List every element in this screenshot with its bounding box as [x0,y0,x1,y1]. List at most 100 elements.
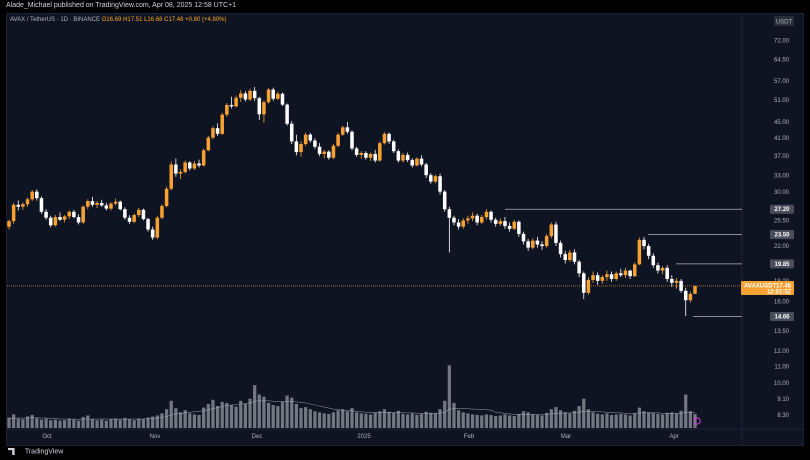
candle-body [95,202,99,205]
candle-body [387,133,391,142]
symbol-label: AVAX / TetherUS · 1D · BINANCE [10,17,101,23]
candle-body [30,191,34,200]
volume-bar [248,398,252,428]
price-tag-countdown: 12:01:52 [767,289,792,295]
volume-bar [424,411,428,428]
event-marker-icon [693,417,701,425]
volume-bar [243,403,248,428]
candle-body [679,280,683,291]
candle-body [21,204,25,207]
volume-bar [517,413,521,428]
volume-bar [582,398,586,428]
candle-body [336,134,340,146]
volume-bar [637,407,642,428]
low-value: L16.68 [144,17,163,23]
candle-body [405,154,410,161]
volume-bar [415,414,419,428]
candle-body [220,114,224,134]
volume-bar [596,413,600,428]
candle-body [401,154,405,161]
axis-labels: 27.20 23.50 19.85 14.66 AVAXUSDT 17.4812:01:5… [693,204,794,425]
volume-bar [53,419,57,428]
volume-bar [183,410,187,428]
candle-body [456,222,461,227]
volume-bar [549,409,553,428]
candle-body [470,215,475,219]
publish-info: Alade_Michael published on TradingView.c… [6,2,237,9]
volume-bar [197,414,201,428]
candle-body [531,240,535,248]
y-tick-label: 30.00 [774,190,790,196]
candle-body [234,97,238,107]
candle-body [442,191,447,210]
candle-body [493,219,498,224]
volume-bar [660,414,665,428]
volume-bar [160,413,164,428]
candle-body [517,221,521,234]
volume-bar [531,414,535,428]
volume-bar [192,414,197,428]
volume-bar [429,412,433,428]
candle-body [183,162,187,173]
candle-body [308,134,313,141]
candle-body [137,209,141,216]
volume-bar [563,412,567,428]
volume-bar [49,420,53,428]
volume-bar [317,412,322,428]
volume-bar [498,415,502,428]
volume-bar [290,397,294,428]
candle-body [16,204,21,207]
candle-body [266,89,271,103]
candle-body [637,239,642,265]
candle-body [429,175,433,182]
candle-body [188,162,192,169]
candle-body [568,252,572,261]
volume-bar [146,417,150,428]
candle-body [359,153,364,155]
volume-bar [355,412,359,428]
volume-bar [266,402,271,428]
candle-body [489,211,493,220]
candle-body [382,133,387,144]
volume-bar [308,409,312,428]
candle-body [76,217,81,223]
volume-bar [229,405,234,428]
volume-bar [322,413,326,428]
volume-bar [127,419,132,428]
volume-bar [350,408,354,428]
y-tick-label: 16.00 [774,299,790,305]
candle-body [155,217,160,238]
volume-bar [100,419,104,428]
candle-body [322,151,326,154]
candle-body [146,219,150,230]
x-tick-label: Apr [669,434,678,440]
y-tick-label: 51.00 [774,98,790,104]
volume-bar [336,410,340,428]
volume-bar [628,415,632,428]
chart-panel[interactable] [6,13,804,446]
candle-body [595,275,600,281]
candle-body [11,204,16,222]
volume-bar [16,418,20,428]
candle-body [447,209,452,218]
volume-bar [443,400,447,428]
volume-bar [665,412,669,428]
volume-bar [220,401,224,428]
level-label: 19.85 [774,262,790,268]
volume-bar [86,415,90,428]
price-tag [741,280,794,295]
candle-body [461,220,466,227]
candle-body [577,261,581,274]
volume-bar [178,412,183,428]
volume-bar [600,414,604,428]
volume-bar [327,413,331,428]
currency-badge [774,16,794,26]
volume-bar [387,411,391,428]
x-tick-label: Feb [464,434,475,440]
open-value: O16.69 [101,17,122,23]
candle-body [271,89,275,99]
footer: TradingView [8,448,63,455]
y-tick-label: 9.10 [777,397,789,403]
volume-bar [452,402,456,428]
